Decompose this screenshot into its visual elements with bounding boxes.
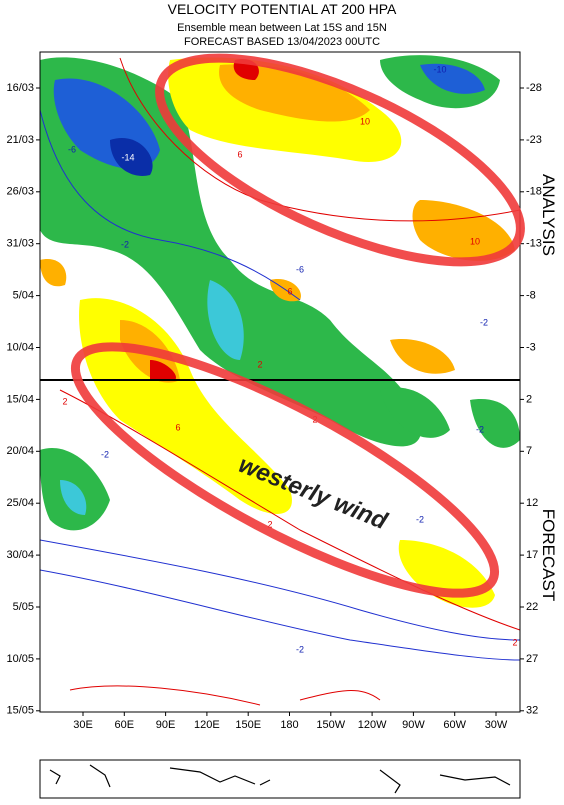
y2-tick-label: 2	[526, 393, 532, 405]
positive-strong	[219, 64, 370, 122]
subtitle: Ensemble mean between Lat 15S and 15N	[177, 22, 387, 34]
x-tick-label: 60E	[115, 719, 135, 731]
contour-line	[40, 569, 520, 661]
contour-label: -2	[121, 239, 129, 249]
y2-tick-label: -18	[526, 186, 542, 198]
contour-label: 2	[512, 637, 517, 647]
coastline	[49, 764, 511, 794]
strong-negative	[420, 63, 485, 94]
y-tick-label: 31/03	[6, 238, 34, 250]
title: VELOCITY POTENTIAL AT 200 HPA	[168, 1, 397, 17]
x-tick-label: 120W	[358, 719, 387, 731]
y-tick-label: 15/04	[6, 393, 34, 405]
contour-label: 6	[237, 149, 242, 159]
y2-tick-label: 7	[526, 445, 532, 457]
y-tick-label: 10/05	[6, 653, 34, 665]
axes: 16/03 21/03 26/03 31/03 5/04 10/04 15/04 20/04 2…	[6, 82, 541, 731]
strongest-negative	[110, 138, 153, 176]
y2-tick-label: 32	[526, 705, 538, 717]
x-tick-label: 120E	[194, 719, 220, 731]
y2-tick-label: -23	[526, 134, 542, 146]
contour-label: -2	[480, 317, 488, 327]
contour-label: -2	[101, 449, 109, 459]
x-tick-label: 90E	[156, 719, 176, 731]
negative-area	[470, 399, 520, 448]
y2-tick-label: 17	[526, 549, 538, 561]
y-tick-label: 20/04	[6, 445, 34, 457]
x-tick-label: 90W	[402, 719, 425, 731]
y2-tick-label: -3	[526, 341, 536, 353]
contour-line	[59, 389, 520, 631]
positive-strong	[412, 200, 515, 261]
contour-label: 6	[287, 286, 292, 296]
positive-area	[398, 540, 495, 608]
contour-label: -14	[121, 152, 134, 162]
plot-frame	[39, 51, 521, 713]
analysis-label: ANALYSIS	[539, 174, 558, 256]
positive-strongest	[150, 360, 176, 380]
contour-label: -2	[296, 644, 304, 654]
contour-line	[69, 685, 381, 706]
y-tick-label: 30/04	[6, 549, 34, 561]
y2-tick-label: -13	[526, 238, 542, 250]
x-tick-label: 30W	[485, 719, 508, 731]
contour-label: 6	[175, 422, 180, 432]
contour-line	[40, 539, 520, 641]
y2-tick-label: -28	[526, 82, 542, 94]
forecast-info: FORECAST BASED 13/04/2023 00UTC	[184, 36, 380, 48]
contour-label: -6	[296, 264, 304, 274]
contour-label: -10	[433, 64, 446, 74]
y-tick-label: 26/03	[6, 186, 34, 198]
x-tick-label: 30E	[73, 719, 93, 731]
y-tick-label: 5/05	[13, 601, 34, 613]
forecast-label: FORECAST	[539, 509, 558, 602]
mid-negative	[60, 480, 87, 515]
y-tick-label: 5/04	[13, 290, 34, 302]
x-tick-label: 60W	[443, 719, 466, 731]
highlight-ellipse	[70, 342, 500, 598]
y-tick-label: 15/05	[6, 705, 34, 717]
negative-area	[380, 387, 450, 438]
contour-line	[40, 109, 301, 301]
y2-tick-label: -8	[526, 290, 536, 302]
contour-label: 2	[267, 519, 272, 529]
x-tick-label: 150E	[235, 719, 261, 731]
y2-tick-label: 22	[526, 601, 538, 613]
contour-label: 10	[470, 236, 480, 246]
map-strip	[39, 759, 521, 799]
y2-tick-label: 27	[526, 653, 538, 665]
contour-label: -6	[68, 144, 76, 154]
y-tick-label: 16/03	[6, 82, 34, 94]
positive-strong	[390, 339, 455, 374]
y-tick-label: 25/04	[6, 497, 34, 509]
contour-label: 2	[62, 396, 67, 406]
highlight-ellipse	[155, 53, 525, 267]
contour-label: -2	[476, 424, 484, 434]
x-tick-label: 150W	[316, 719, 345, 731]
y-tick-label: 10/04	[6, 341, 34, 353]
contour-label: -2	[416, 514, 424, 524]
x-tick-label: 180	[280, 719, 298, 731]
positive-strong	[40, 259, 67, 287]
y-tick-label: 21/03	[6, 134, 34, 146]
y2-tick-label: 12	[526, 497, 538, 509]
contour-label: 10	[360, 116, 370, 126]
mid-negative	[207, 280, 244, 360]
contour-label: 2	[257, 359, 262, 369]
